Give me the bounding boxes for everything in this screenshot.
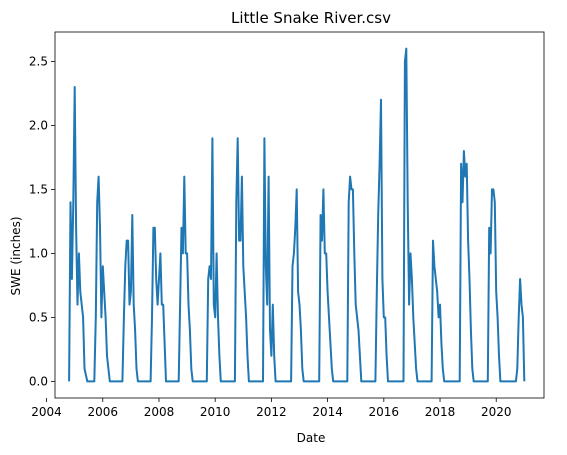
- y-tick-label: 0.5: [29, 310, 48, 324]
- y-tick-label: 0.0: [29, 374, 48, 388]
- plot-area: [68, 47, 526, 383]
- y-axis-label: SWE (inches): [9, 216, 23, 295]
- x-tick-label: 2018: [425, 405, 456, 419]
- axes-frame: [54, 31, 545, 399]
- x-tick-label: 2008: [144, 405, 175, 419]
- y-axis: 0.0 0.5 1.0 1.5 2.0 2.5: [29, 54, 55, 388]
- x-axis-label: Date: [297, 431, 326, 445]
- x-tick-label: 2014: [312, 405, 343, 419]
- x-tick-label: 2012: [256, 405, 287, 419]
- x-tick-label: 2006: [88, 405, 119, 419]
- x-tick-label: 2016: [369, 405, 400, 419]
- x-tick-label: 2010: [200, 405, 231, 419]
- chart-title: Little Snake River.csv: [231, 9, 391, 27]
- y-tick-label: 2.0: [29, 118, 48, 132]
- x-axis: 2004 2006 2008 2010 2012 2014 2016 2018 2020: [31, 398, 511, 419]
- series-line: [68, 47, 526, 383]
- y-tick-label: 1.5: [29, 182, 48, 196]
- y-tick-label: 2.5: [29, 54, 48, 68]
- x-tick-label: 2020: [481, 405, 512, 419]
- x-tick-label: 2004: [31, 405, 62, 419]
- y-tick-label: 1.0: [29, 246, 48, 260]
